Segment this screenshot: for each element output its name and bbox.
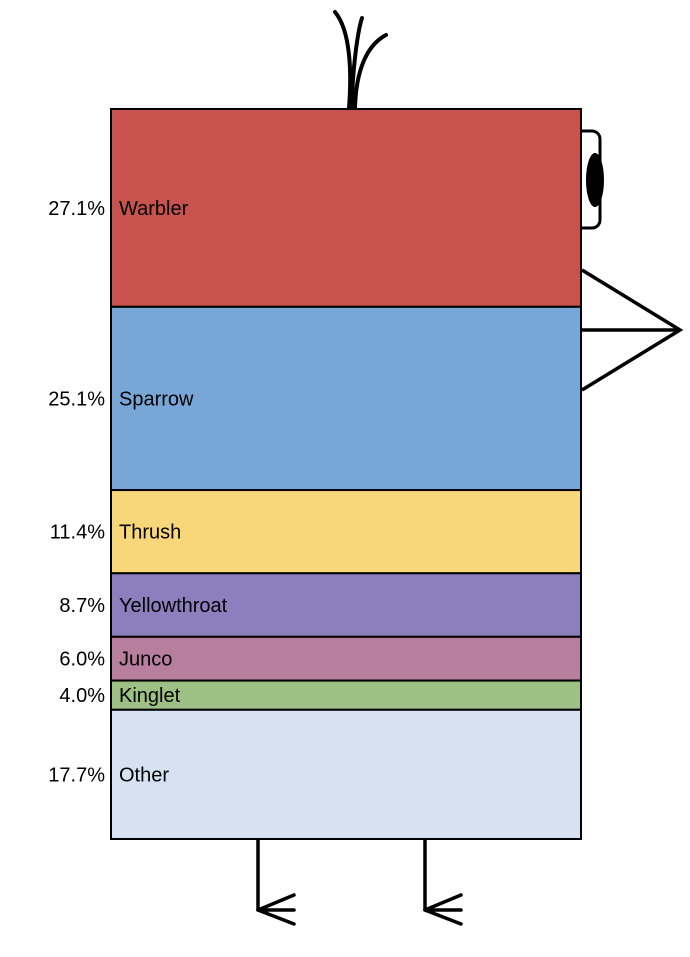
category-label-other: Other bbox=[119, 764, 169, 786]
chart-labels: 27.1% Warbler 25.1% Sparrow 11.4% Thrush 8.7% Y… bbox=[48, 198, 227, 786]
body-outline bbox=[110, 108, 582, 840]
crest-feather bbox=[350, 16, 364, 110]
category-label-junco: Junco bbox=[119, 649, 172, 671]
crest-feather bbox=[353, 33, 388, 110]
category-label-warbler: Warbler bbox=[119, 198, 189, 220]
category-label-sparrow: Sparrow bbox=[119, 388, 194, 410]
left-leg-foot bbox=[256, 893, 296, 926]
segment-other bbox=[110, 708, 582, 840]
segment-junco bbox=[110, 635, 582, 682]
value-label-sparrow: 25.1% bbox=[48, 388, 105, 410]
segment-yellowthroat bbox=[110, 572, 582, 638]
eye-pupil bbox=[586, 153, 604, 207]
right-leg-foot bbox=[423, 893, 463, 926]
category-label-thrush: Thrush bbox=[119, 522, 181, 544]
value-label-yellowthroat: 8.7% bbox=[59, 595, 105, 617]
legs bbox=[256, 837, 463, 926]
value-label-thrush: 11.4% bbox=[50, 522, 105, 544]
category-label-yellowthroat: Yellowthroat bbox=[119, 595, 228, 617]
value-label-other: 17.7% bbox=[48, 764, 105, 786]
chart-segments bbox=[110, 108, 582, 840]
crest-feathers bbox=[333, 10, 388, 110]
crest-feather bbox=[333, 10, 353, 110]
segment-kinglet bbox=[110, 679, 582, 711]
value-label-junco: 6.0% bbox=[59, 649, 105, 671]
category-label-kinglet: Kinglet bbox=[119, 685, 181, 707]
segment-thrush bbox=[110, 489, 582, 575]
beak bbox=[581, 268, 684, 392]
value-label-warbler: 27.1% bbox=[48, 198, 105, 220]
value-label-kinglet: 4.0% bbox=[59, 685, 105, 707]
